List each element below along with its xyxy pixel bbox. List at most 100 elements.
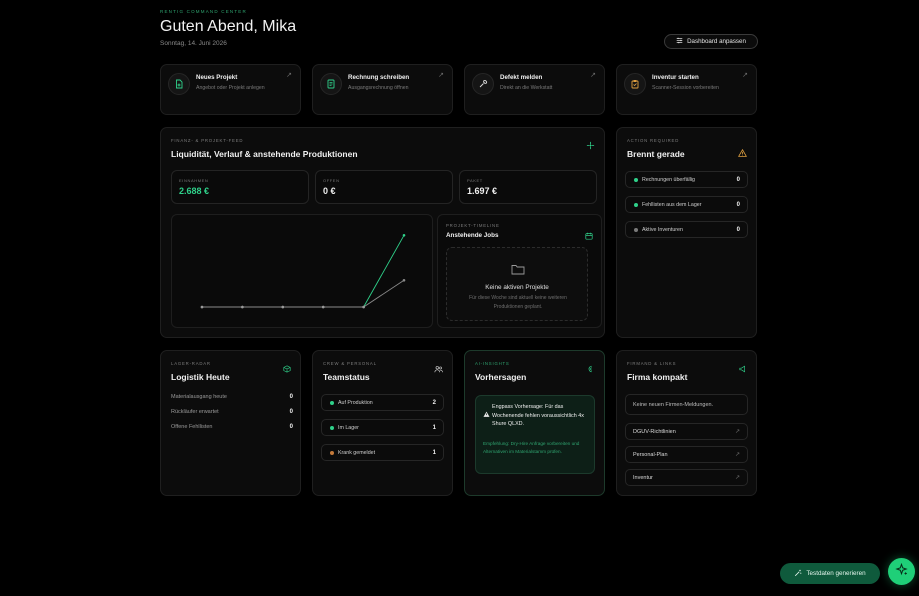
action-eyebrow: ACTION REQUIRED: [627, 138, 680, 143]
team-row-warehouse[interactable]: Im Lager 1: [321, 419, 444, 436]
action-item-missing-lists[interactable]: Fehllisten aus dem Lager 0: [625, 196, 748, 213]
generate-test-data-button[interactable]: Testdaten generieren: [780, 563, 880, 584]
team-row-value: 2: [432, 399, 436, 406]
action-item-label: Fehllisten aus dem Lager: [642, 202, 702, 208]
quick-action-title: Rechnung schreiben: [348, 74, 410, 81]
action-item-label: Aktive Inventuren: [642, 227, 683, 233]
customize-dashboard-label: Dashboard anpassen: [687, 38, 746, 45]
series-line-1: [202, 279, 405, 308]
empty-subtitle: Für diese Woche sind aktuell keine weite…: [469, 295, 567, 310]
quick-action-subtitle: Ausgangsrechnung öffnen: [348, 85, 409, 91]
box-icon: [283, 360, 291, 378]
status-dot: [634, 178, 638, 182]
clipboard-icon: [624, 73, 646, 95]
company-link-label: DGUV-Richtlinien: [633, 429, 676, 435]
data-point-s1-4[interactable]: [362, 305, 365, 309]
logistics-row-label: Rückläufer erwartet: [171, 409, 219, 415]
quick-action-title: Defekt melden: [500, 74, 543, 81]
action-item-overdue-invoices[interactable]: Rechnungen überfällig 0: [625, 171, 748, 188]
finance-panel: FINANZ- & PROJEKT-FEED Liquidität, Verla…: [160, 127, 605, 338]
action-required-panel: ACTION REQUIRED Brennt gerade Rechnungen…: [616, 127, 757, 338]
document-plus-icon: [168, 73, 190, 95]
logistics-row-value: 0: [289, 394, 293, 400]
logistics-row: Materialausgang heute 0: [171, 394, 293, 404]
app-eyebrow: RENTIG COMMAND CENTER: [160, 9, 247, 14]
company-link-label: Inventur: [633, 475, 653, 481]
data-point-s1-5[interactable]: [402, 279, 406, 282]
team-row-label: Auf Produktion: [338, 400, 373, 406]
arrow-up-right-icon: ↗: [286, 72, 292, 79]
timeline-empty-state: Keine aktiven Projekte Für diese Woche s…: [446, 247, 588, 321]
quick-action-write-invoice[interactable]: Rechnung schreiben Ausgangsrechnung öffn…: [312, 64, 453, 115]
quick-action-report-defect[interactable]: Defekt melden Direkt an die Werkstatt ↗: [464, 64, 605, 115]
magic-wand-icon: [794, 569, 802, 579]
action-item-value: 0: [736, 226, 740, 233]
quick-action-title: Inventur starten: [652, 74, 699, 81]
action-item-active-inventories[interactable]: Aktive Inventuren 0: [625, 221, 748, 238]
arrow-up-right-icon: ↗: [742, 72, 748, 79]
data-point-s1-3[interactable]: [321, 305, 325, 309]
logistics-row: Rückläufer erwartet 0: [171, 409, 293, 419]
data-point-s1-1[interactable]: [241, 305, 244, 309]
timeline-eyebrow: PROJEKT-TIMELINE: [446, 223, 500, 228]
action-item-value: 0: [736, 201, 740, 208]
arrow-up-right-icon: ↗: [734, 475, 740, 481]
company-notice: Keine neuen Firmen-Meldungen.: [625, 394, 748, 415]
data-point-s1-2[interactable]: [281, 305, 285, 309]
kpi-label: EINNAHMEN: [179, 178, 209, 183]
company-eyebrow: FIRMAND & LINKS: [627, 361, 677, 366]
kpi-package: PAKET 1.697 €: [459, 170, 597, 204]
logistics-row-value: 0: [289, 424, 293, 430]
brain-icon: [587, 360, 595, 378]
quick-action-title: Neues Projekt: [196, 74, 238, 81]
calendar-icon[interactable]: [585, 227, 593, 245]
quick-action-start-inventory[interactable]: Inventur starten Scanner-Session vorbere…: [616, 64, 757, 115]
empty-title: Keine aktiven Projekte: [485, 284, 549, 291]
data-point-s0-5[interactable]: [402, 234, 406, 237]
customize-dashboard-button[interactable]: Dashboard anpassen: [664, 34, 758, 49]
sliders-icon: [676, 37, 683, 46]
forecast-panel: AI-INSIGHTS Vorhersagen Engpass Vorhersa…: [464, 350, 605, 496]
status-dot: [634, 203, 638, 207]
team-title: Teamstatus: [323, 372, 370, 382]
team-row-sick[interactable]: Krank gemeldet 1: [321, 444, 444, 461]
company-link-dguv[interactable]: DGUV-Richtlinien ↗: [625, 423, 748, 440]
quick-action-new-project[interactable]: Neues Projekt Angebot oder Projekt anleg…: [160, 64, 301, 115]
warning-icon: [737, 144, 748, 162]
company-title: Firma kompakt: [627, 372, 688, 382]
arrow-up-right-icon: ↗: [438, 72, 444, 79]
data-point-s1-0[interactable]: [200, 305, 204, 309]
company-link-label: Personal-Plan: [633, 452, 668, 458]
kpi-income: EINNAHMEN 2.688 €: [171, 170, 309, 204]
team-row-label: Im Lager: [338, 425, 359, 431]
current-date: Sonntag, 14. Juni 2026: [160, 40, 227, 47]
revenue-chart-svg: [200, 234, 406, 309]
kpi-value: 2.688 €: [179, 186, 210, 196]
page-title: Guten Abend, Mika: [160, 18, 297, 35]
invoice-icon: [320, 73, 342, 95]
ai-assistant-button[interactable]: [888, 558, 915, 585]
logistics-eyebrow: LAGER-RADAR: [171, 361, 211, 366]
megaphone-icon: [739, 360, 747, 378]
team-row-value: 1: [432, 449, 436, 456]
series-line-0: [202, 235, 405, 308]
quick-action-subtitle: Angebot oder Projekt anlegen: [196, 85, 265, 91]
logistics-title: Logistik Heute: [171, 372, 230, 382]
quick-action-subtitle: Scanner-Session vorbereiten: [652, 85, 719, 91]
revenue-chart: [171, 214, 433, 328]
forecast-alert-text: Engpass Vorhersage: Für das Wochenende f…: [492, 404, 584, 427]
timeline-title: Anstehende Jobs: [446, 232, 499, 239]
finance-title: Liquidität, Verlauf & anstehende Produkt…: [171, 149, 358, 159]
action-item-value: 0: [736, 176, 740, 183]
team-row-label: Krank gemeldet: [338, 450, 376, 456]
company-notice-text: Keine neuen Firmen-Meldungen.: [633, 402, 714, 408]
project-timeline: PROJEKT-TIMELINE Anstehende Jobs Keine a…: [437, 214, 602, 328]
company-link-personal-plan[interactable]: Personal-Plan ↗: [625, 446, 748, 463]
team-row-production[interactable]: Auf Produktion 2: [321, 394, 444, 411]
quick-action-subtitle: Direkt an die Werkstatt: [500, 85, 553, 91]
company-link-inventory[interactable]: Inventur ↗: [625, 469, 748, 486]
kpi-value: 0 €: [323, 186, 336, 196]
status-dot: [330, 426, 334, 430]
arrow-up-right-icon: ↗: [590, 72, 596, 79]
forecast-recommendation: Empfehlung: Dry-Hire Anfrage vorbereiten…: [483, 441, 580, 454]
